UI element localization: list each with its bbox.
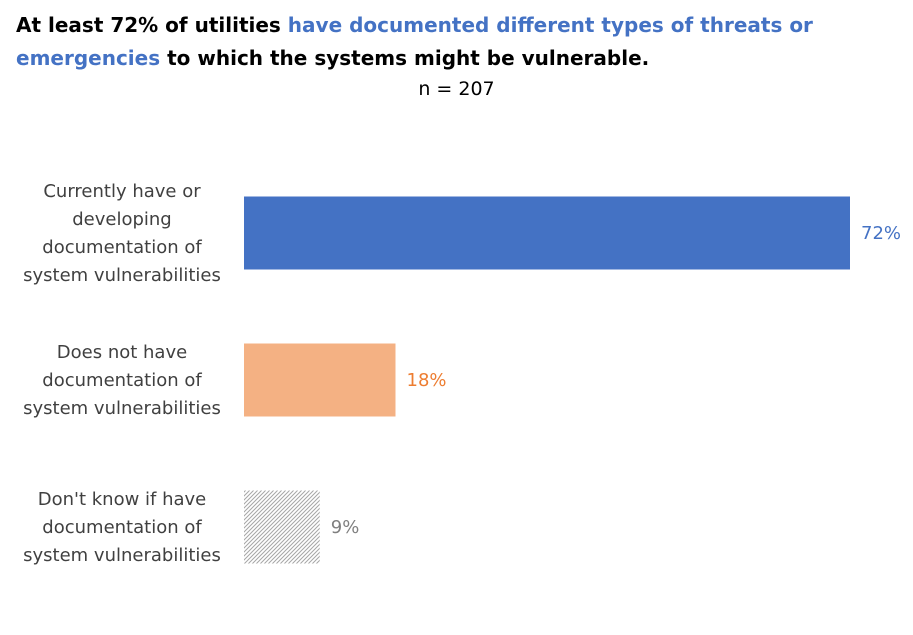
chart-title: At least 72% of utilities have documente…: [16, 9, 896, 75]
chart-subtitle: n = 207: [418, 78, 495, 100]
category-label-2: Does not have documentation of system vuln…: [23, 342, 221, 419]
category-label-1: Currently have or developing documentation…: [23, 181, 221, 286]
title-part2: to which the systems might be vulnerable…: [160, 46, 650, 70]
bar-2: [244, 343, 396, 417]
title-part1: At least 72% of utilities: [16, 13, 288, 37]
bar-1: [244, 196, 850, 270]
value-label-1: 72%: [861, 223, 901, 244]
value-label-3: 9%: [331, 517, 360, 538]
title-highlight: have documented different types of threa…: [16, 13, 813, 70]
category-label-3: Don't know if have documentation of system…: [23, 489, 221, 566]
value-label-2: 18%: [407, 370, 447, 391]
bar-3: [244, 490, 320, 564]
